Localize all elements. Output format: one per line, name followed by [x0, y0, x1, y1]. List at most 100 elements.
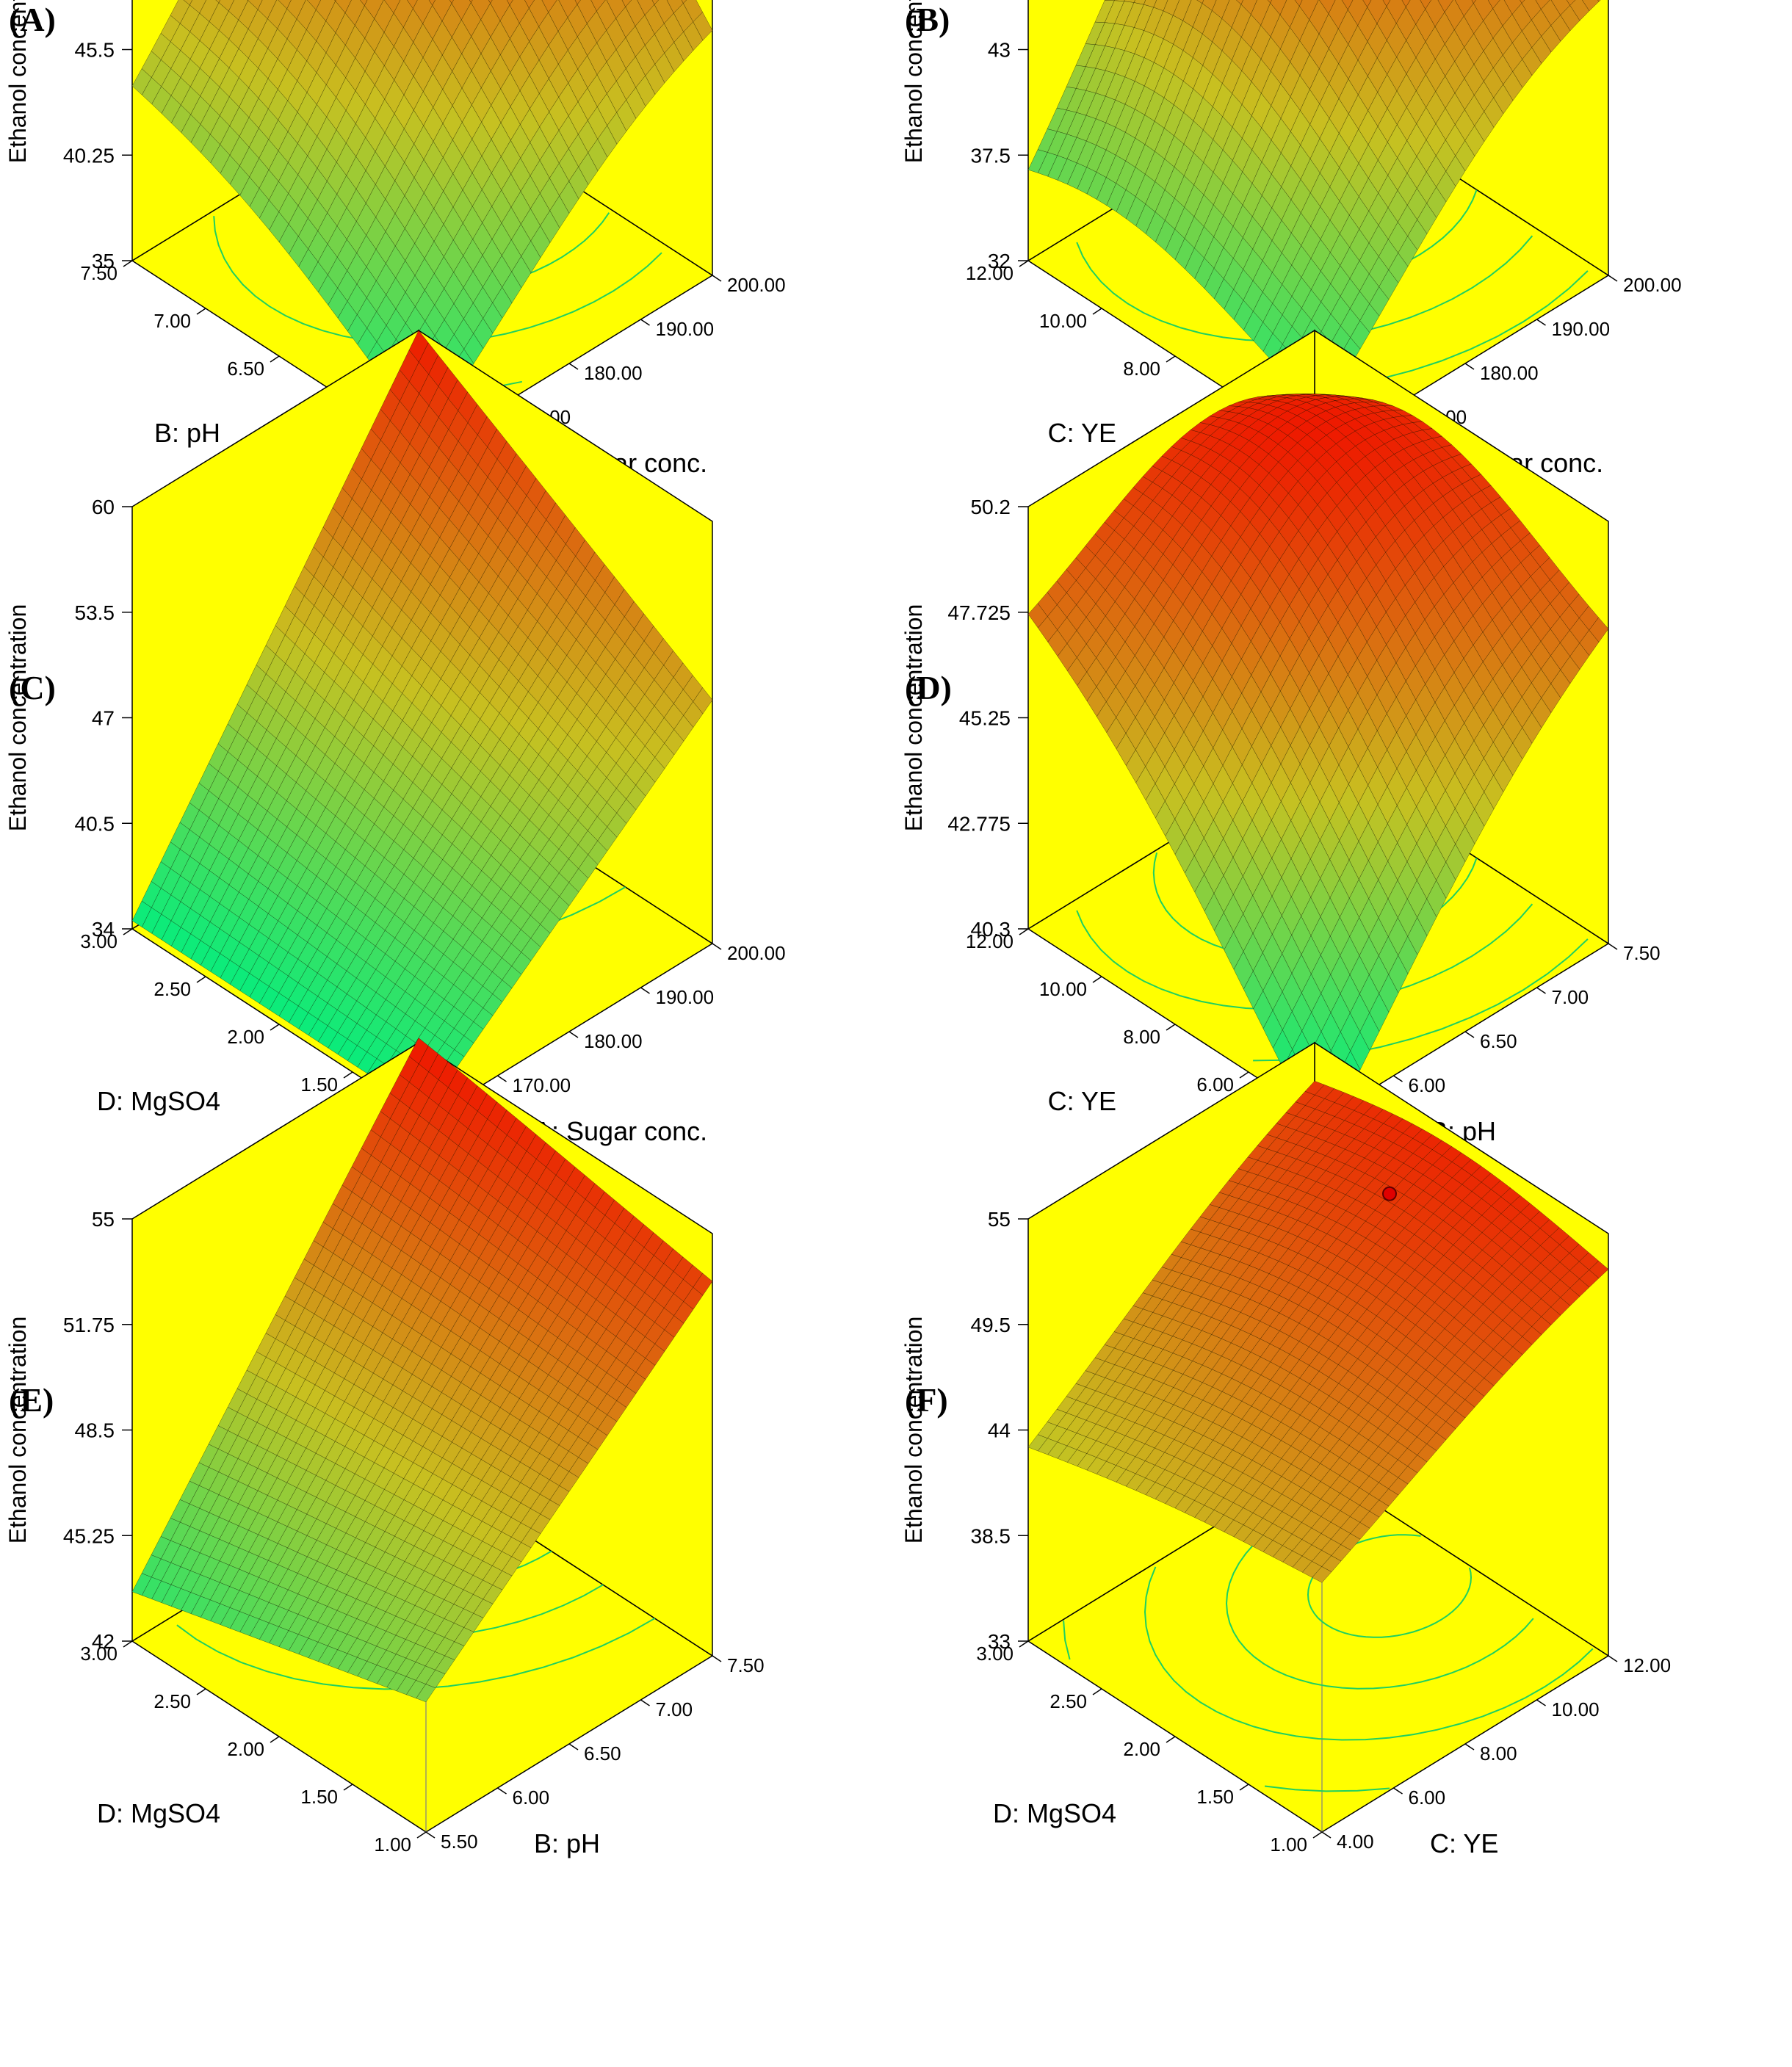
x-tick-mark: [712, 943, 722, 950]
z-axis-label: Ethanol concentration: [4, 604, 31, 832]
x-tick-label: 200.00: [727, 942, 786, 964]
z-axis-label: Ethanol concentration: [900, 0, 927, 163]
contour-line: [1264, 1785, 1390, 1792]
surface-cell: [1597, 0, 1601, 2]
y-tick-label: 3.00: [80, 1643, 118, 1665]
surface-cell: [1341, 0, 1354, 10]
surface-cell: [183, 0, 193, 6]
y-tick-mark: [196, 1688, 206, 1695]
y-tick-mark: [1239, 1071, 1249, 1079]
z-tick-label: 60: [92, 496, 115, 518]
surface-cell: [1520, 0, 1525, 4]
y-tick-mark: [1166, 355, 1176, 363]
x-tick-mark: [1536, 987, 1546, 994]
contour-line: [1144, 1566, 1594, 1741]
surface-cell: [1294, 0, 1303, 7]
x-tick-label: 190.00: [1552, 318, 1611, 340]
y-tick-label: 1.50: [300, 1074, 338, 1096]
z-tick-label: 47: [92, 707, 115, 730]
y-tick-label: 2.50: [153, 978, 191, 1000]
y-tick-label: 10.00: [1039, 310, 1087, 332]
panel-label: (E): [9, 1381, 54, 1419]
y-tick-mark: [270, 1024, 280, 1031]
x-tick-mark: [497, 1075, 507, 1082]
y-tick-label: 8.00: [1123, 1026, 1160, 1048]
y-tick-mark: [416, 1831, 427, 1839]
z-axis-label: Ethanol concentration: [4, 0, 31, 163]
panel-label: (B): [905, 1, 950, 38]
surface-cell: [407, 0, 418, 10]
surface-cell: [1196, 0, 1204, 4]
y-axis-label: B: pH: [154, 418, 220, 448]
x-tick-label: 200.00: [1623, 274, 1682, 296]
x-tick-mark: [640, 987, 650, 994]
x-tick-mark: [712, 275, 722, 282]
surface-cell: [469, 0, 473, 4]
y-tick-label: 2.50: [153, 1690, 191, 1712]
surface-cell: [621, 0, 632, 7]
y-tick-mark: [270, 355, 280, 363]
y-tick-mark: [270, 1736, 280, 1743]
x-tick-mark: [1393, 1075, 1403, 1082]
y-tick-label: 10.00: [1039, 978, 1087, 1000]
z-tick-label: 50.2: [971, 496, 1011, 518]
x-tick-label: 200.00: [727, 274, 786, 296]
y-tick-mark: [1092, 976, 1102, 983]
y-tick-label: 2.00: [227, 1026, 264, 1048]
y-tick-mark: [123, 260, 133, 267]
x-tick-label: 180.00: [584, 362, 643, 384]
y-tick-label: 6.00: [1196, 1074, 1234, 1096]
x-tick-label: 190.00: [656, 318, 715, 340]
panel-d: 40.3 42.775 45.25 47.725 50.2 Ethanol concent…: [896, 329, 1792, 1351]
panel-label: (C): [9, 669, 56, 706]
x-tick-mark: [1464, 1031, 1475, 1038]
z-tick-label: 32: [988, 250, 1011, 272]
z-tick-label: 42.775: [947, 812, 1011, 835]
y-tick-mark: [123, 928, 133, 935]
surface-cell: [1401, 0, 1411, 8]
y-tick-mark: [1019, 260, 1029, 267]
z-tick-label: 45.5: [75, 39, 115, 62]
y-tick-mark: [1019, 928, 1029, 935]
x-tick-label: 180.00: [584, 1030, 643, 1052]
x-tick-mark: [640, 1699, 650, 1706]
y-tick-label: 8.00: [1123, 358, 1160, 380]
x-tick-label: 5.50: [441, 1831, 478, 1853]
y-tick-mark: [343, 1071, 353, 1079]
panel-e: 42 45.25 48.5 51.75 55 Ethanol concentration 5…: [0, 1038, 896, 2063]
panel-label: (A): [9, 1, 56, 38]
x-tick-mark: [1608, 275, 1618, 282]
z-axis-label: Ethanol concentration: [900, 604, 927, 832]
y-tick-label: 12.00: [966, 930, 1014, 952]
z-tick-label: 35: [92, 250, 115, 272]
x-tick-mark: [568, 363, 579, 370]
x-tick-label: 7.50: [727, 1654, 765, 1676]
y-tick-label: 12.00: [966, 262, 1014, 284]
surface-cell: [506, 0, 513, 6]
z-tick-label: 47.725: [947, 601, 1011, 624]
z-tick-label: 40.5: [75, 812, 115, 835]
y-tick-mark: [196, 308, 206, 315]
x-tick-label: 6.00: [513, 1787, 550, 1809]
x-tick-mark: [1464, 363, 1475, 370]
x-tick-mark: [568, 1031, 579, 1038]
x-tick-label: 7.50: [1623, 942, 1661, 964]
y-tick-mark: [1166, 1024, 1176, 1031]
y-axis-label: D: MgSO4: [97, 1798, 220, 1828]
y-tick-mark: [196, 976, 206, 983]
x-tick-label: 6.50: [584, 1742, 621, 1764]
chart-d: 40.3 42.775 45.25 47.725 50.2 Ethanol concent…: [900, 329, 1661, 1146]
surface-cell: [359, 0, 368, 7]
z-tick-label: 48.5: [75, 1419, 115, 1442]
z-tick-label: 40.3: [971, 918, 1011, 941]
y-tick-label: 3.00: [80, 930, 118, 952]
x-tick-mark: [497, 1787, 507, 1795]
y-tick-label: 7.50: [80, 262, 118, 284]
panel-label: (D): [905, 669, 952, 706]
